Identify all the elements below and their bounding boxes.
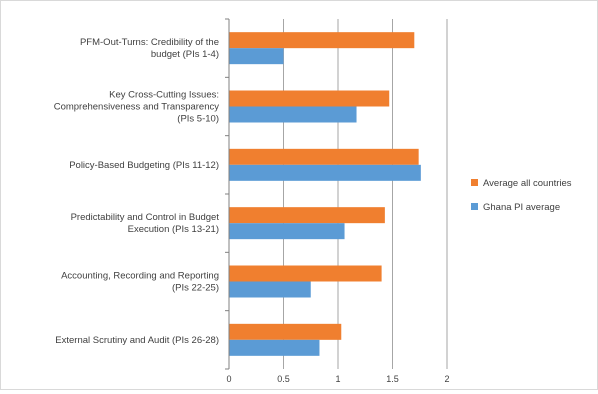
bar-ghana-pi-average: [229, 223, 345, 239]
category-label: budget (PIs 1-4): [151, 49, 219, 60]
bar-average-all-countries: [229, 149, 419, 165]
category-label: Comprehensiveness and Transparency: [54, 102, 220, 113]
category-label: Key Cross-Cutting Issues:: [109, 90, 219, 101]
bar-average-all-countries: [229, 207, 385, 223]
legend-label: Average all countries: [483, 178, 572, 189]
x-tick-label: 2: [444, 374, 449, 384]
category-label: Policy-Based Budgeting (PIs 11-12): [69, 160, 219, 171]
category-label: Accounting, Recording and Reporting: [61, 271, 219, 282]
category-label: External Scrutiny and Audit (PIs 26-28): [55, 335, 219, 346]
bar-average-all-countries: [229, 91, 389, 107]
legend-swatch: [471, 179, 478, 186]
category-labels: PFM-Out-Turns: Credibility of thebudget …: [54, 37, 220, 346]
legend-label: Ghana PI average: [483, 202, 560, 213]
x-tick-labels: 0 0.5 1 1.5 2: [226, 374, 449, 384]
category-label: Execution (PIs 13-21): [128, 224, 219, 235]
bar-average-all-countries: [229, 32, 414, 48]
bar-average-all-countries: [229, 266, 382, 282]
category-label: (PIs 5-10): [177, 114, 219, 125]
grid-layer: [284, 19, 448, 369]
category-label: PFM-Out-Turns: Credibility of the: [80, 37, 219, 48]
legend: Average all countries Ghana PI average: [471, 178, 572, 213]
bar-ghana-pi-average: [229, 282, 311, 298]
x-tick-label: 0: [226, 374, 231, 384]
category-label: (PIs 22-25): [172, 283, 219, 294]
legend-swatch: [471, 203, 478, 210]
bar-average-all-countries: [229, 324, 341, 340]
x-tick-label: 1.5: [386, 374, 399, 384]
bar-ghana-pi-average: [229, 48, 284, 64]
bar-ghana-pi-average: [229, 340, 319, 356]
x-tick-label: 0.5: [277, 374, 290, 384]
axis-layer: [225, 19, 229, 369]
bar-ghana-pi-average: [229, 165, 421, 181]
bar-ghana-pi-average: [229, 107, 357, 123]
category-label: Predictability and Control in Budget: [71, 212, 220, 223]
x-tick-label: 1: [335, 374, 340, 384]
